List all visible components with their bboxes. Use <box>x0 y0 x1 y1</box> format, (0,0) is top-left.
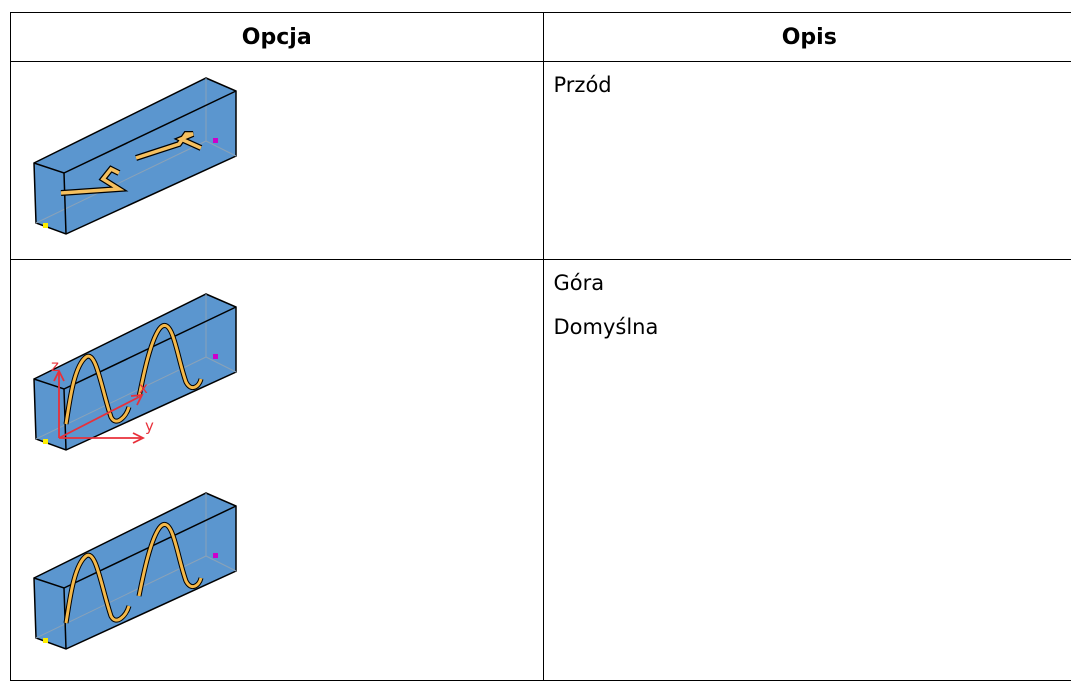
page: Opcja Opis Przód z x <box>0 0 1071 656</box>
header-cell: Opcja <box>11 13 544 62</box>
axis-label: x <box>139 379 148 397</box>
beam-top-image: z x y <box>11 260 545 680</box>
description: Przód <box>554 70 1066 100</box>
header-row: Opcja Opis <box>11 13 1071 62</box>
image-cell <box>11 62 544 260</box>
image-cell: z x y <box>11 260 544 681</box>
row: Przód <box>11 62 1071 260</box>
table: Opcja Opis Przód z x <box>10 12 1071 681</box>
description-cell: Przód <box>543 62 1071 260</box>
row: z x y Góra Domyślna <box>11 260 1071 681</box>
description-cell: Góra Domyślna <box>543 260 1071 681</box>
description: Góra <box>554 268 1066 298</box>
axis-label: y <box>145 417 154 435</box>
axis-label: z <box>51 357 59 375</box>
description: Domyślna <box>554 312 1066 342</box>
beam-front-image <box>11 62 545 259</box>
header-cell: Opis <box>543 13 1071 62</box>
